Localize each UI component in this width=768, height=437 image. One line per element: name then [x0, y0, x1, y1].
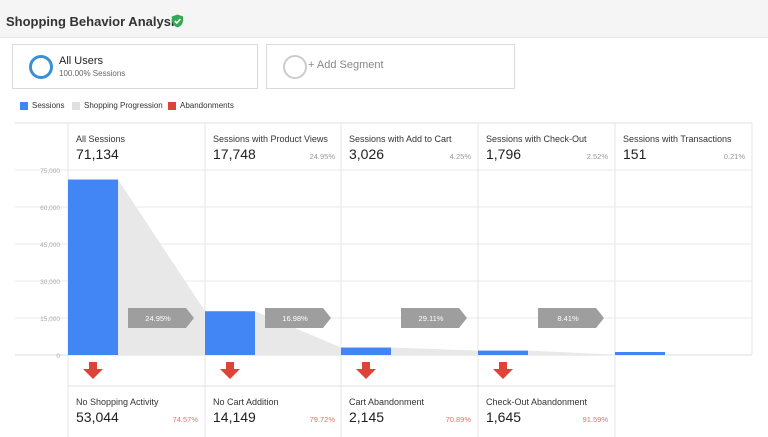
abandon-label: Check-Out Abandonment	[486, 397, 588, 407]
legend-swatch	[168, 102, 176, 110]
stage-value: 3,026	[349, 146, 384, 162]
legend-label: Shopping Progression	[84, 101, 163, 110]
session-bar[interactable]	[341, 347, 391, 355]
abandon-percent: 79.72%	[310, 415, 336, 424]
progression-arrow	[265, 308, 331, 328]
legend-label: Abandonments	[180, 101, 234, 110]
y-tick-label: 0	[56, 353, 60, 360]
funnel-chart: 75,000 60,000 45,000 30,000 15,000 0 All Sessi…	[15, 122, 753, 437]
session-bar[interactable]	[68, 179, 118, 355]
session-bar[interactable]	[205, 311, 255, 355]
abandon-label: Cart Abandonment	[349, 397, 425, 407]
abandon-value: 1,645	[486, 409, 521, 425]
stage-percent: 0.21%	[724, 152, 746, 161]
stage-label: Sessions with Product Views	[213, 134, 328, 144]
y-tick-label: 15,000	[40, 316, 60, 323]
progression-arrow	[401, 308, 467, 328]
add-segment-button[interactable]: + Add Segment	[266, 44, 515, 89]
stage-value: 151	[623, 146, 647, 162]
progression-area	[391, 347, 478, 355]
segment-ring-icon	[29, 55, 53, 79]
stage-percent: 2.52%	[587, 152, 609, 161]
abandon-value: 14,149	[213, 409, 256, 425]
stage-percent: 4.25%	[450, 152, 472, 161]
session-bar[interactable]	[615, 352, 665, 355]
session-bar[interactable]	[478, 350, 528, 355]
abandon-percent: 74.57%	[173, 415, 199, 424]
abandon-arrow-icon	[83, 362, 103, 379]
progression-rate: 29.11%	[419, 314, 444, 323]
stage-value: 71,134	[76, 146, 119, 162]
add-segment-label: + Add Segment	[308, 59, 384, 71]
y-tick-label: 60,000	[40, 205, 60, 212]
progression-area	[528, 350, 615, 355]
segment-subtitle: 100.00% Sessions	[59, 69, 126, 78]
abandon-label: No Shopping Activity	[76, 397, 159, 407]
y-tick-label: 45,000	[40, 242, 60, 249]
progression-rate: 24.95%	[145, 314, 171, 323]
abandon-percent: 91.59%	[583, 415, 609, 424]
legend-label: Sessions	[32, 101, 65, 110]
legend-swatch	[72, 102, 80, 110]
abandon-value: 2,145	[349, 409, 384, 425]
abandon-value: 53,044	[76, 409, 119, 425]
legend-swatch	[20, 102, 28, 110]
y-tick-label: 75,000	[40, 168, 60, 175]
abandon-label: No Cart Addition	[213, 397, 279, 407]
y-tick-label: 30,000	[40, 279, 60, 286]
page-title: Shopping Behavior Analysis	[6, 14, 182, 29]
segment-all-users[interactable]: All Users 100.00% Sessions	[12, 44, 258, 89]
abandon-arrow-icon	[220, 362, 240, 379]
stage-label: Sessions with Check-Out	[486, 134, 587, 144]
empty-segment-ring-icon	[283, 55, 307, 79]
progression-arrow	[538, 308, 604, 328]
stage-value: 1,796	[486, 146, 521, 162]
verified-shield-icon	[172, 14, 183, 28]
abandon-percent: 70.89%	[446, 415, 472, 424]
stage-percent: 24.95%	[310, 152, 336, 161]
progression-rate: 16.98%	[282, 314, 308, 323]
stage-label: Sessions with Transactions	[623, 134, 732, 144]
progression-area	[118, 179, 205, 355]
abandon-arrow-icon	[493, 362, 513, 379]
stage-label: Sessions with Add to Cart	[349, 134, 452, 144]
progression-arrow	[128, 308, 194, 328]
progression-rate: 8.41%	[557, 314, 579, 323]
segment-name: All Users	[59, 55, 104, 67]
stage-label: All Sessions	[76, 134, 126, 144]
abandon-arrow-icon	[356, 362, 376, 379]
stage-value: 17,748	[213, 146, 256, 162]
page-header: Shopping Behavior Analysis	[0, 0, 768, 38]
